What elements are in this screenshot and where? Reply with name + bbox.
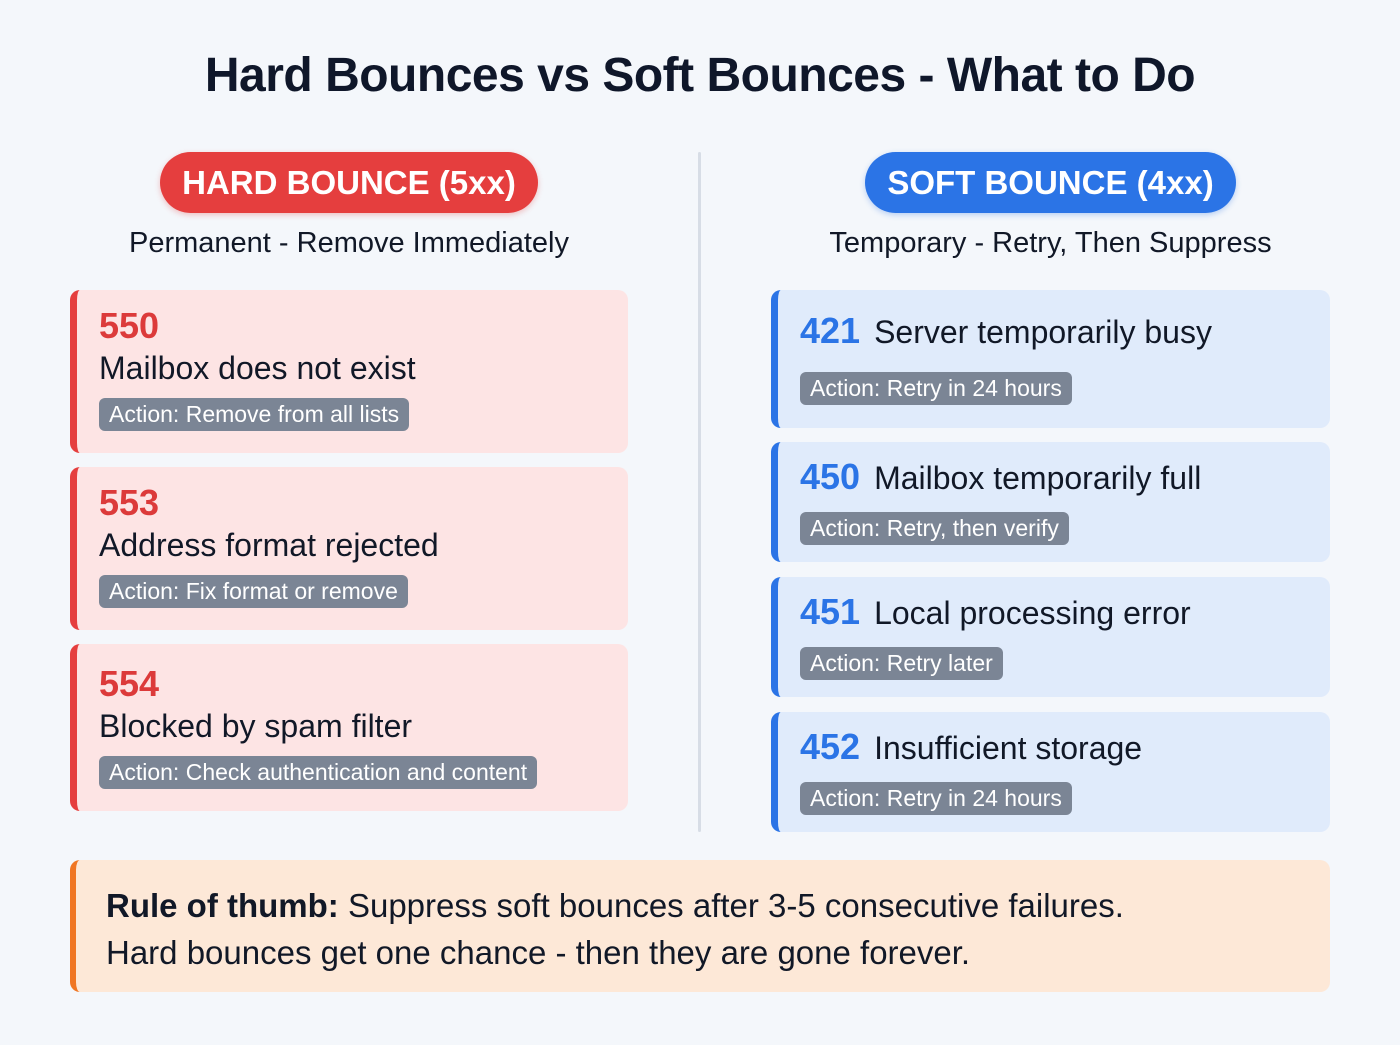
action-badge: Action: Retry, then verify <box>800 512 1069 545</box>
hard-bounce-subtitle: Permanent - Remove Immediately <box>129 227 569 259</box>
action-badge: Action: Retry later <box>800 647 1003 680</box>
bounce-description: Server temporarily busy <box>874 314 1212 350</box>
bounce-description: Insufficient storage <box>874 730 1143 766</box>
soft-bounce-subtitle: Temporary - Retry, Then Suppress <box>829 227 1272 259</box>
soft-bounce-card-421: 421 Server temporarily busy Action: Retry… <box>771 290 1330 428</box>
column-divider <box>698 152 701 832</box>
bounce-description: Blocked by spam filter <box>99 708 413 744</box>
hard-bounce-card-553: 553 Address format rejected Action: Fix … <box>70 467 628 630</box>
hard-bounce-card-550: 550 Mailbox does not exist Action: Remov… <box>70 290 628 453</box>
bounce-code: 550 <box>99 305 160 346</box>
bounce-description: Mailbox does not exist <box>99 350 416 386</box>
action-badge: Action: Remove from all lists <box>99 398 410 431</box>
bounce-code: 553 <box>99 482 160 523</box>
soft-bounce-card-452: 452 Insufficient storage Action: Retry in… <box>771 712 1330 832</box>
note-line-1: Suppress soft bounces after 3-5 consecut… <box>338 887 1124 924</box>
action-badge: Action: Retry in 24 hours <box>800 372 1072 405</box>
hard-bounce-card-554: 554 Blocked by spam filter Action: Check… <box>70 644 628 811</box>
bounce-description: Mailbox temporarily full <box>874 460 1202 496</box>
note-line-2: Hard bounces get one chance - then they … <box>106 934 971 971</box>
bounce-code: 421 <box>800 310 861 351</box>
bounce-description: Local processing error <box>874 595 1191 631</box>
bounce-code: 450 <box>800 456 861 497</box>
soft-bounce-column: SOFT BOUNCE (4xx) Temporary - Retry, The… <box>771 152 1330 832</box>
bounce-code: 452 <box>800 726 861 767</box>
hard-bounce-badge: HARD BOUNCE (5xx) <box>160 152 538 213</box>
soft-bounce-badge: SOFT BOUNCE (4xx) <box>865 152 1236 213</box>
bounce-code: 554 <box>99 663 160 704</box>
hard-bounce-column: HARD BOUNCE (5xx) Permanent - Remove Imm… <box>70 152 628 811</box>
bounce-code: 451 <box>800 591 861 632</box>
soft-bounce-card-450: 450 Mailbox temporarily full Action: Retr… <box>771 442 1330 562</box>
soft-bounce-card-451: 451 Local processing error Action: Retry … <box>771 577 1330 697</box>
bounce-description: Address format rejected <box>99 527 439 563</box>
note-label: Rule of thumb: <box>106 887 339 924</box>
action-badge: Action: Check authentication and content <box>99 756 538 789</box>
action-badge: Action: Retry in 24 hours <box>800 782 1072 815</box>
action-badge: Action: Fix format or remove <box>99 575 408 608</box>
page-title: Hard Bounces vs Soft Bounces - What to D… <box>204 49 1196 102</box>
rule-of-thumb-note: Rule of thumb: Suppress soft bounces aft… <box>70 860 1330 992</box>
